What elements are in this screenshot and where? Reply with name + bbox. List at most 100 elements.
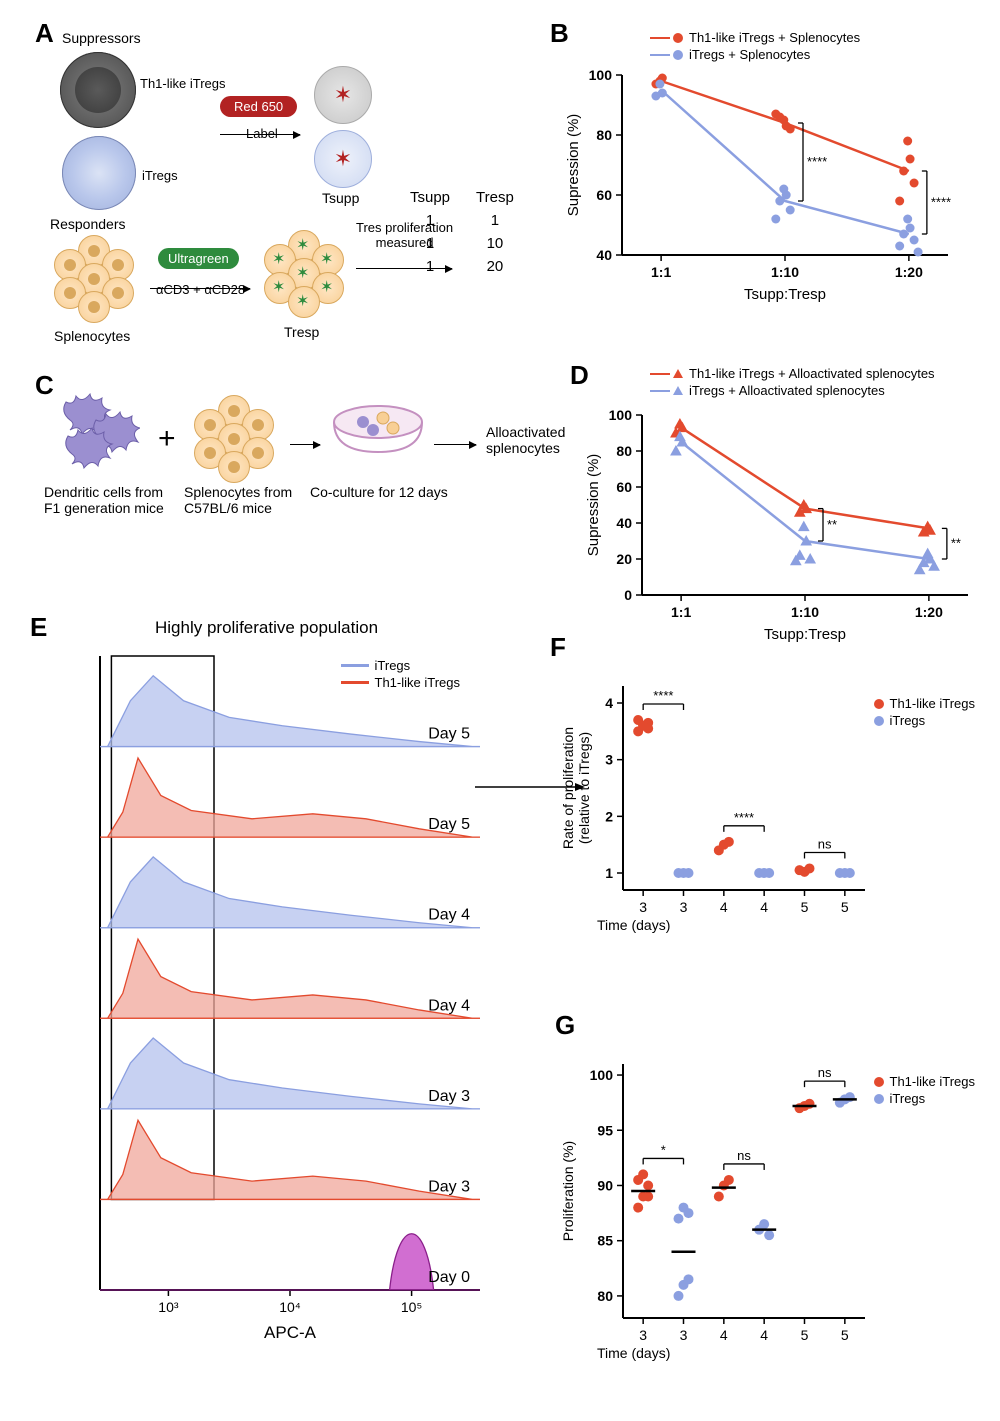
svg-text:1: 1 [605, 865, 613, 881]
dendritic-cells-icon [50, 390, 140, 480]
svg-text:80: 80 [596, 127, 612, 143]
svg-text:90: 90 [597, 1177, 613, 1193]
svg-text:APC-A: APC-A [264, 1323, 317, 1342]
legend-marker-f-itreg [874, 716, 884, 726]
svg-text:5: 5 [841, 899, 849, 915]
svg-text:4: 4 [760, 899, 768, 915]
svg-text:1:1: 1:1 [671, 604, 691, 620]
svg-text:Proliferation (%): Proliferation (%) [560, 1141, 576, 1241]
panel-e-title: Highly proliferative population [155, 618, 378, 638]
dc-label: Dendritic cells from F1 generation mice [44, 484, 164, 516]
tresp-label: Tresp [284, 324, 319, 340]
panel-b-legend: Th1-like iTregs + Splenocytes iTregs + S… [650, 30, 860, 64]
svg-text:3: 3 [605, 752, 613, 768]
svg-text:1:10: 1:10 [771, 264, 799, 280]
tresp-cluster-icon: ✶ ✶ ✶ ✶ ✶ ✶ ✶ [260, 230, 350, 320]
svg-text:(relative to iTregs): (relative to iTregs) [576, 732, 592, 844]
suppressors-heading: Suppressors [62, 30, 141, 46]
svg-text:85: 85 [597, 1233, 613, 1249]
panel-g-chart: 80859095100334455Proliferation (%)Time (… [555, 1028, 875, 1368]
tsupp-label: Tsupp [322, 190, 359, 206]
legend-marker-th1-triangle [673, 369, 683, 378]
labeled-th1-cell-icon: ✶ [314, 66, 372, 124]
legend-g-itreg: iTregs [890, 1091, 926, 1106]
th1-itreg-label: Th1-like iTregs [140, 76, 225, 91]
svg-text:Day 3: Day 3 [428, 1088, 470, 1105]
responders-heading: Responders [50, 216, 126, 232]
svg-text:****: **** [931, 195, 951, 210]
svg-text:Day 5: Day 5 [428, 726, 470, 743]
svg-text:Time (days): Time (days) [597, 1345, 670, 1361]
svg-text:Day 4: Day 4 [428, 907, 470, 924]
arrow-to-output [434, 432, 476, 450]
svg-text:1:20: 1:20 [915, 604, 943, 620]
svg-text:Day 5: Day 5 [428, 816, 470, 833]
legend-f-th1: Th1-like iTregs [890, 696, 975, 711]
svg-text:40: 40 [596, 247, 612, 263]
svg-text:4: 4 [720, 899, 728, 915]
splenocyte-cluster-icon [50, 235, 140, 325]
svg-text:****: **** [807, 154, 827, 169]
arrow-to-dish [290, 432, 320, 450]
svg-text:10⁴: 10⁴ [279, 1299, 301, 1315]
ratio-r2-c0: 1 [398, 256, 462, 277]
legend-marker-g-th1 [874, 1077, 884, 1087]
svg-text:****: **** [653, 688, 673, 703]
panel-d-chart: 0204060801001:11:101:20Supression (%)Tsu… [580, 405, 980, 645]
svg-text:40: 40 [616, 515, 632, 531]
svg-text:Supression (%): Supression (%) [565, 114, 582, 217]
ratio-table: TsuppTresp 11 110 120 [396, 185, 528, 279]
splenocyte-cluster-c-icon [190, 395, 280, 485]
svg-text:**: ** [827, 517, 837, 532]
svg-text:4: 4 [720, 1327, 728, 1343]
svg-text:ns: ns [737, 1148, 751, 1163]
svg-text:3: 3 [639, 899, 647, 915]
red650-badge: Red 650 [220, 96, 297, 117]
petri-dish-icon [328, 400, 428, 470]
coculture-label: Co-culture for 12 days [310, 484, 448, 500]
legend-marker-g-itreg [874, 1094, 884, 1104]
legend-d-th1: Th1-like iTregs + Alloactivated splenocy… [689, 366, 935, 381]
svg-text:3: 3 [680, 1327, 688, 1343]
splen-c-label: Splenocytes from C57BL/6 mice [184, 484, 292, 516]
svg-text:Supression (%): Supression (%) [585, 454, 602, 557]
svg-text:80: 80 [597, 1288, 613, 1304]
svg-text:4: 4 [760, 1327, 768, 1343]
ratio-col-tresp: Tresp [464, 187, 526, 208]
figure-root: A Suppressors Th1-like iTregs iTregs Red… [0, 0, 1000, 1421]
legend-line-itreg [650, 54, 670, 56]
itreg-label: iTregs [142, 168, 178, 183]
panel-c: Dendritic cells from F1 generation mice … [50, 350, 550, 540]
itreg-cell-icon [62, 136, 136, 210]
panel-g-legend: Th1-like iTregs iTregs [874, 1074, 975, 1108]
panel-b: Th1-like iTregs + Splenocytes iTregs + S… [560, 30, 960, 300]
svg-text:5: 5 [801, 1327, 809, 1343]
allo-output-label: Alloactivated splenocytes [486, 424, 565, 456]
svg-text:Tsupp:Tresp: Tsupp:Tresp [764, 626, 846, 643]
plus-icon: + [158, 422, 176, 456]
panel-f-legend: Th1-like iTregs iTregs [874, 696, 975, 730]
svg-text:4: 4 [605, 695, 613, 711]
legend-marker-th1-circle [673, 33, 683, 43]
svg-text:ns: ns [818, 1065, 832, 1080]
panel-a: Suppressors Th1-like iTregs iTregs Red 6… [50, 30, 480, 290]
ratio-r0-c0: 1 [398, 210, 462, 231]
svg-text:1:20: 1:20 [895, 264, 923, 280]
svg-text:100: 100 [609, 407, 633, 423]
ratio-col-tsupp: Tsupp [398, 187, 462, 208]
legend-line-th1 [650, 37, 670, 39]
panel-d-legend: Th1-like iTregs + Alloactivated splenocy… [650, 366, 935, 400]
svg-text:Tsupp:Tresp: Tsupp:Tresp [744, 286, 826, 303]
legend-marker-f-th1 [874, 699, 884, 709]
svg-text:5: 5 [841, 1327, 849, 1343]
legend-th1-text: Th1-like iTregs + Splenocytes [689, 30, 860, 45]
svg-text:10³: 10³ [158, 1299, 179, 1315]
ratio-r1-c0: 1 [398, 233, 462, 254]
svg-text:Day 0: Day 0 [428, 1269, 470, 1286]
legend-marker-itreg-circle [673, 50, 683, 60]
svg-text:60: 60 [596, 187, 612, 203]
acd3-acd28-label: αCD3 + αCD28 [156, 282, 245, 297]
ratio-r1-c1: 10 [464, 233, 526, 254]
labeled-itreg-cell-icon: ✶ [314, 130, 372, 188]
svg-text:3: 3 [680, 899, 688, 915]
